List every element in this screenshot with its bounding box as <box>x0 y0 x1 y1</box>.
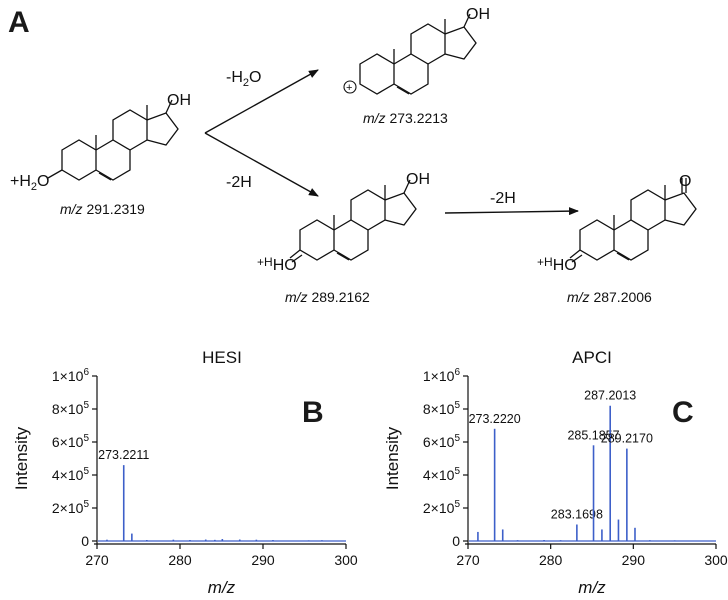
arrow-h-loss-2 <box>444 207 579 216</box>
arrow-h-loss-1 <box>204 132 319 197</box>
x-tick-label: 290 <box>251 552 275 568</box>
spectrum-apci: APCI 0 2×105 4×105 6×105 8×105 1×106 270 280 290 3… <box>383 348 728 597</box>
ketone-product-mz-label: m/z 287.2006 <box>567 289 652 305</box>
arrow-water-loss <box>204 69 319 134</box>
precursor-structure <box>47 99 179 181</box>
peak-label: 287.2013 <box>584 389 636 403</box>
y-tick-label: 6×105 <box>52 433 90 450</box>
precursor-oh-label: OH <box>167 92 191 109</box>
peak-label: 285.1857 <box>567 428 619 442</box>
dehydrogenation-product-structure <box>289 179 417 263</box>
chart-title: HESI <box>202 348 242 367</box>
x-tick-label: 280 <box>168 552 192 568</box>
panel-label-c: C <box>672 396 694 429</box>
peak-label: 273.2220 <box>469 412 521 426</box>
y-tick-label: 4×105 <box>423 466 461 483</box>
panel-label-b: B <box>302 396 324 429</box>
dehydrogenation-product-charge-label: +HHO <box>257 255 297 274</box>
x-tick-label: 270 <box>85 552 109 568</box>
panel-label-a: A <box>8 6 30 39</box>
peak-label: 283.1698 <box>551 508 603 522</box>
peak-label: 289.2170 <box>601 432 653 446</box>
x-tick-label: 300 <box>334 552 358 568</box>
x-axis-label: m/z <box>208 578 236 597</box>
x-tick-label: 290 <box>622 552 646 568</box>
cation-circle <box>343 80 357 94</box>
y-tick-label: 8×105 <box>423 400 461 417</box>
arrow-h-loss-1-label: -2H <box>226 174 252 191</box>
dehydration-product-oh-label: OH <box>466 6 490 23</box>
precursor-charge-label: +H2O <box>10 173 49 193</box>
dehydrogenation-product-mz-label: m/z 289.2162 <box>285 289 370 305</box>
y-axis-label: Intensity <box>383 426 402 490</box>
y-tick-label: 1×106 <box>423 367 461 384</box>
ketone-product-o-label: O <box>679 173 691 190</box>
dehydrogenation-product-oh-label: OH <box>406 171 430 188</box>
y-tick-label: 1×106 <box>52 367 90 384</box>
y-tick-label: 2×105 <box>423 499 461 516</box>
dehydration-product-structure <box>359 13 477 95</box>
x-axis-label: m/z <box>578 578 606 597</box>
arrow-water-loss-label: -H2O <box>226 69 261 89</box>
x-tick-label: 300 <box>704 552 728 568</box>
y-tick-label: 0 <box>81 533 89 549</box>
y-tick-label: 2×105 <box>52 499 90 516</box>
chart-title: APCI <box>572 348 612 367</box>
spectrum-hesi: HESI 0 2×105 4×105 6×105 8×105 1×106 270 280 290 3… <box>12 348 358 597</box>
precursor-mz-label: m/z 291.2319 <box>60 201 145 217</box>
cation-symbol: + <box>346 82 352 94</box>
x-tick-label: 280 <box>539 552 563 568</box>
y-tick-label: 4×105 <box>52 466 90 483</box>
y-tick-label: 0 <box>452 533 460 549</box>
dehydration-product-mz-label: m/z 273.2213 <box>363 110 448 126</box>
arrow-h-loss-2-label: -2H <box>490 190 516 207</box>
y-axis-label: Intensity <box>12 426 31 490</box>
ketone-product-structure <box>569 178 697 263</box>
peak-label: 273.2211 <box>98 448 149 462</box>
y-tick-label: 8×105 <box>52 400 90 417</box>
x-tick-label: 270 <box>456 552 480 568</box>
ketone-product-charge-label: +HHO <box>537 255 577 274</box>
y-tick-label: 6×105 <box>423 433 461 450</box>
